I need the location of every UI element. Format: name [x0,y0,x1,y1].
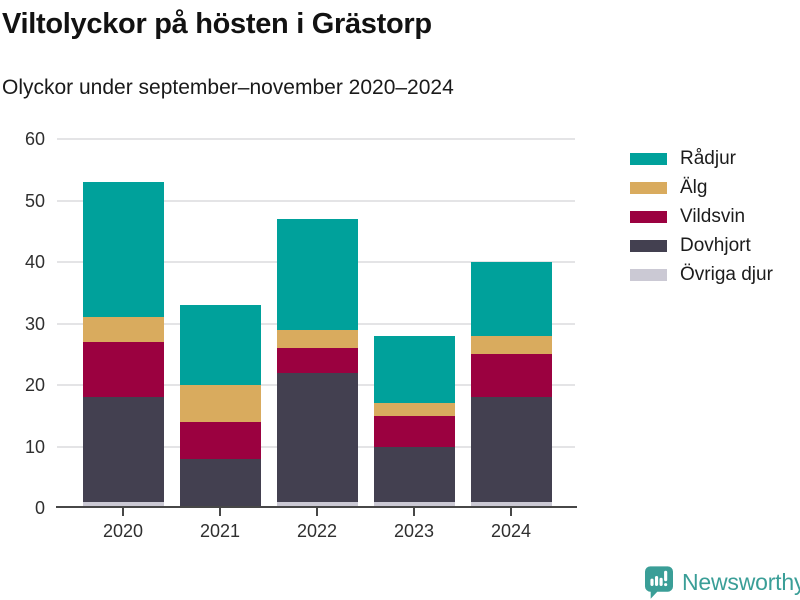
bar-segment [276,348,358,373]
legend-item-vildsvin: Vildsvin [630,206,773,227]
x-tick-label: 2024 [490,521,532,541]
bar-segment [470,262,552,336]
bar-segment [373,403,455,416]
y-tick-label: 60 [24,129,45,149]
y-tick-label: 0 [34,498,45,518]
bar-segment [276,218,358,330]
bar-segment [470,354,552,398]
plot-area [57,138,575,508]
y-tick-label: 40 [24,252,45,272]
legend-swatch-ovriga-djur [630,269,667,281]
bar-segment [470,501,552,508]
legend-swatch-vildsvin [630,211,667,223]
legend-label: Övriga djur [680,264,773,285]
y-tick-label: 30 [24,313,45,334]
legend-label: Vildsvin [680,206,746,227]
x-tick-mark [122,508,124,516]
legend-swatch-alg [630,182,667,194]
x-tick-label: 2023 [393,521,435,541]
y-tick-label: 50 [24,190,45,211]
bar-segment [470,397,552,502]
bar-segment [82,341,164,398]
bar-segment [179,458,261,508]
bar-segment [373,446,455,502]
bar-segment [179,421,261,459]
x-tick-mark [510,508,512,516]
bar-segment [82,397,164,502]
bar-segment [82,501,164,508]
legend-swatch-radjur [630,153,667,165]
legend-item-ovriga-djur: Övriga djur [630,264,773,285]
x-tick-mark [413,508,415,516]
legend-label: Rådjur [680,148,736,169]
y-tick-label: 10 [24,436,45,457]
newsworthy-logo: Newsworthy [645,566,800,599]
legend-item-dovhjort: Dovhjort [630,235,773,256]
legend-item-alg: Älg [630,177,773,198]
bar-segment [276,501,358,508]
legend-label: Dovhjort [680,235,751,256]
bar-segment [179,385,261,422]
bar-segment [276,372,358,502]
bar-segment [82,182,164,318]
bar-segment [470,335,552,355]
bar-segment [179,305,261,385]
x-tick-mark [219,508,221,516]
gridline [57,199,575,202]
newsworthy-wordmark: Newsworthy [682,569,800,595]
x-axis-line [56,506,577,508]
page-title: Viltolyckor på hösten i Grästorp [2,8,432,40]
legend: Rådjur Älg Vildsvin Dovhjort Övriga djur [630,148,773,295]
x-tick-label: 2021 [199,521,241,541]
x-tick-mark [316,508,318,516]
newsworthy-bubble-icon [645,566,673,599]
x-tick-label: 2020 [102,521,144,541]
bar-segment [373,501,455,508]
page-subtitle: Olyckor under september–november 2020–20… [2,76,454,99]
legend-label: Älg [680,177,708,198]
bar-segment [276,329,358,349]
bar-segment [82,317,164,342]
bar-segment [373,335,455,404]
legend-item-radjur: Rådjur [630,148,773,169]
gridline [57,138,575,140]
y-tick-label: 20 [24,375,45,395]
x-tick-label: 2022 [296,521,338,541]
legend-swatch-dovhjort [630,240,667,252]
bar-segment [373,415,455,447]
